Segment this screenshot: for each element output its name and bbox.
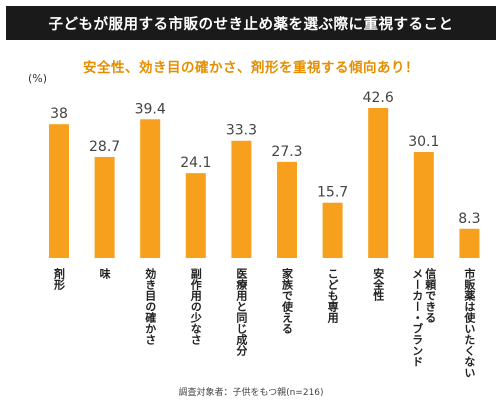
category-text-6-1: 家族で使える [281, 267, 295, 335]
bar-4 [185, 173, 206, 258]
chart-title: 子どもが服用する市販のせき止め薬を選ぶ際に重視すること [6, 6, 496, 40]
category-label-7: こども専用 [326, 268, 339, 324]
value-label-8: 42.6 [363, 90, 394, 106]
category-text-2-1: 味 [98, 267, 111, 280]
bar-5 [231, 140, 252, 258]
footnote: 調査対象者：子供をもつ親(n=216) [178, 388, 324, 398]
category-text-4-1: 副作用の少なさ [189, 267, 203, 346]
category-text-1-1: 剤形 [53, 267, 67, 291]
category-text-9-2: メーカー・ブランド [411, 268, 424, 367]
chart-subtitle: 安全性、効き目の確かさ、剤形を重視する傾向あり！ [83, 60, 419, 76]
category-label-3: 効き目の確かさ [144, 267, 157, 346]
category-text-8-1: 安全性 [372, 267, 386, 302]
category-text-7-1: こども専用 [326, 268, 339, 324]
bar-10 [459, 228, 480, 258]
category-label-1: 剤形 [53, 267, 67, 291]
value-label-2: 28.7 [89, 139, 120, 155]
value-label-1: 38 [50, 106, 68, 122]
category-text-3-1: 効き目の確かさ [144, 267, 157, 346]
category-label-6: 家族で使える [281, 267, 295, 335]
bar-6 [277, 161, 297, 258]
category-text-5-1: 医療用と同じ成分 [235, 268, 248, 357]
category-text-10-1: 市販薬は使いたくない [463, 267, 477, 378]
bar-3 [140, 119, 161, 258]
category-label-4: 副作用の少なさ [189, 267, 203, 346]
value-label-5: 33.3 [226, 123, 257, 139]
bar-9 [413, 152, 434, 258]
category-text-9-1: 信頼できる [424, 267, 438, 324]
bar-7 [322, 202, 343, 258]
value-label-7: 15.7 [317, 185, 348, 201]
bar-8 [368, 108, 389, 258]
category-label-10: 市販薬は使いたくない [463, 267, 477, 378]
bar-2 [94, 156, 115, 258]
unit-label: (%) [28, 72, 48, 85]
value-label-6: 27.3 [271, 144, 302, 160]
value-label-10: 8.3 [458, 211, 480, 227]
category-label-5: 医療用と同じ成分 [235, 268, 248, 357]
value-label-3: 39.4 [135, 101, 166, 117]
value-label-4: 24.1 [180, 155, 211, 171]
category-label-8: 安全性 [372, 267, 386, 302]
bar-1 [49, 124, 69, 259]
value-label-9: 30.1 [408, 134, 439, 150]
category-label-2: 味 [98, 267, 111, 280]
